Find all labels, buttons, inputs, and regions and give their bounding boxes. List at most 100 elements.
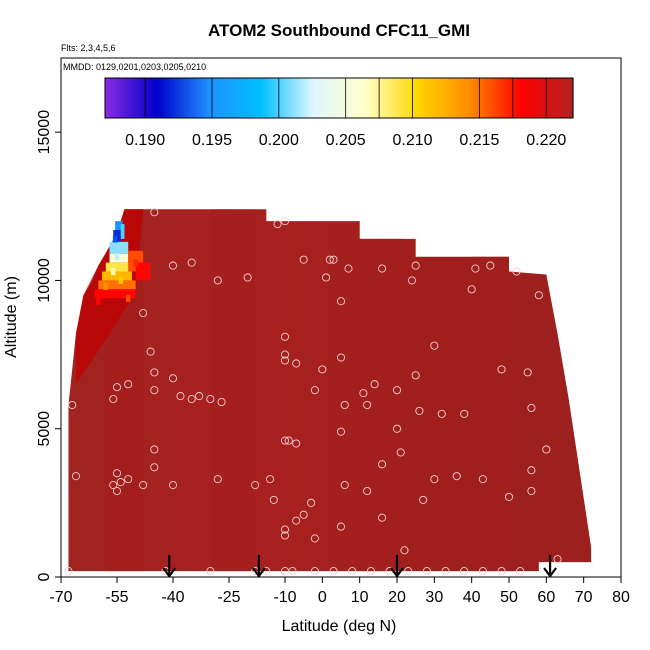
colorbar-cell: [558, 78, 562, 118]
colorbar-cell: [534, 78, 539, 118]
sample-point: [504, 492, 514, 501]
sample-point: [497, 567, 506, 576]
sample-point: [329, 567, 338, 576]
arrow-head: [162, 567, 177, 578]
sample-point: [404, 567, 413, 576]
sample-point: [340, 481, 349, 490]
colorbar-cell: [470, 78, 475, 118]
sample-point: [348, 567, 357, 576]
colorbar-cell: [265, 78, 270, 118]
colorbar-cell: [213, 78, 217, 118]
x-axis: -70 -55 -40 -25 -10 0 10 20 30 40 50 60 70 80: [49, 577, 630, 606]
colorbar-cell: [315, 78, 320, 118]
sample-point: [150, 463, 159, 472]
sample-point: [318, 365, 327, 374]
sample-point: [336, 353, 346, 362]
colorbar-cell: [494, 78, 498, 118]
colorbar-cell: [303, 78, 308, 118]
colorbar-cell: [461, 78, 466, 118]
colorbar-cell: [239, 78, 244, 118]
colorbar-cell: [330, 78, 334, 118]
colorbar-cell: [438, 78, 442, 118]
sample-point: [378, 264, 387, 273]
sample-point: [280, 525, 290, 534]
colorbar-cell: [502, 78, 507, 118]
colorbar-cell: [260, 78, 264, 118]
colorbar-cell: [450, 78, 454, 118]
sample-point: [64, 567, 73, 576]
colorbar-tick-label: 0.190: [125, 132, 165, 149]
colorbar-cell: [309, 78, 314, 118]
colorbar-cell: [382, 78, 387, 118]
sample-point: [310, 534, 319, 543]
colorbar-cell: [517, 78, 521, 118]
colorbar-cell: [336, 78, 340, 118]
sample-point: [359, 389, 368, 398]
chart-title: ATOM2 Southbound CFC11_GMI: [208, 21, 470, 40]
sample-point: [478, 567, 487, 576]
sample-point: [527, 486, 536, 496]
sample-point: [363, 486, 372, 496]
sample-point: [116, 478, 125, 487]
sample-point: [280, 436, 290, 445]
sample-point: [187, 258, 196, 267]
colorbar-cell: [157, 78, 162, 118]
arrow-head: [251, 567, 266, 578]
colorbar-cell: [125, 78, 129, 118]
anomaly-cell-2: [120, 224, 125, 239]
colorbar-cell: [339, 78, 343, 118]
sample-point: [527, 403, 536, 413]
colorbar-cell: [110, 78, 115, 118]
sample-point: [486, 261, 495, 270]
arrow-head: [543, 567, 557, 578]
colorbar-cell: [429, 78, 434, 118]
colorbar-cell: [397, 78, 402, 118]
colorbar-cell: [444, 78, 448, 118]
colorbar-cell: [248, 78, 252, 118]
colorbar-cell: [365, 78, 369, 118]
anomaly-cell-5: [105, 262, 132, 272]
colorbar-cell: [511, 78, 516, 118]
colorbar-cell: [561, 78, 565, 118]
colorbar-cell: [245, 78, 249, 118]
anomaly-point-4: [103, 282, 109, 290]
colorbar-cell: [119, 78, 124, 118]
colorbar-cell: [107, 78, 112, 118]
colorbar-cell: [186, 78, 191, 118]
colorbar-cell: [529, 78, 533, 118]
colorbar-cell: [496, 78, 501, 118]
x-tick-label: 30: [425, 589, 443, 606]
sample-point: [419, 495, 428, 504]
sample-point: [150, 386, 159, 395]
colorbar-cell: [321, 78, 325, 118]
sample-point: [150, 208, 159, 217]
colorbar-ticks: 0.190 0.195 0.200 0.205 0.210 0.215 0.220: [125, 78, 566, 149]
x-tick-label: 50: [500, 589, 518, 606]
sample-point: [460, 409, 469, 418]
colorbar-cell: [400, 78, 404, 118]
sample-point: [243, 273, 252, 282]
field-band-1: [210, 209, 256, 572]
sample-point: [269, 495, 278, 504]
colorbar-cell: [286, 78, 290, 118]
y-axis: 0 5000 10000 15000: [36, 110, 61, 581]
y-axis-label: Altitude (m): [3, 276, 20, 358]
sample-point: [112, 383, 122, 392]
colorbar-cell: [236, 78, 241, 118]
colorbar-cell: [195, 78, 200, 118]
colorbar-cell: [412, 78, 416, 118]
sample-point: [336, 297, 346, 306]
sample-point: [307, 498, 316, 507]
sample-point: [280, 217, 290, 226]
colorbar-cell: [549, 78, 554, 118]
sample-point: [441, 567, 450, 576]
sample-point: [415, 406, 424, 415]
sample-point: [460, 567, 469, 576]
x-tick-label: 10: [351, 589, 369, 606]
colorbar-cell: [482, 78, 486, 118]
sample-point: [407, 276, 416, 285]
colorbar-cell: [362, 78, 366, 118]
colorbar-tick-label: 0.220: [526, 132, 566, 149]
colorbar-tick-label: 0.215: [459, 132, 499, 149]
